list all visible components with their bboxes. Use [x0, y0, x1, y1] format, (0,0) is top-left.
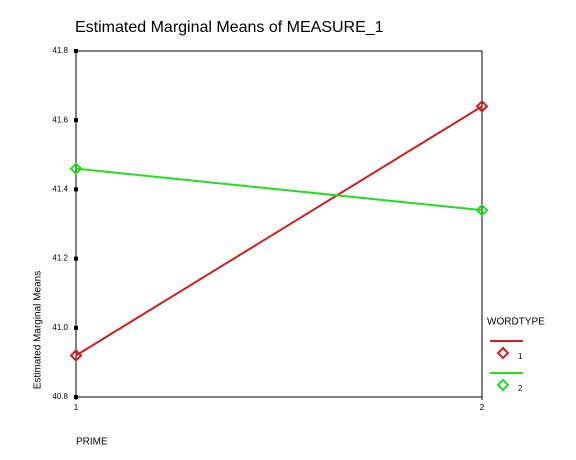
y-tick-mark — [74, 325, 78, 330]
y-tick-mark — [74, 118, 78, 123]
y-tick-label: 41.6 — [52, 115, 68, 124]
legend-label: 2 — [518, 384, 523, 393]
series-line — [75, 105, 483, 357]
legend-title: WORDTYPE — [487, 317, 545, 328]
y-tick-label: 41.8 — [52, 46, 68, 55]
y-tick-label: 40.8 — [52, 392, 68, 401]
legend-label: 1 — [518, 352, 523, 361]
x-axis-label: PRIME — [76, 437, 108, 448]
data-point — [475, 99, 489, 113]
x-tick-label: 2 — [480, 403, 485, 412]
plot-frame — [75, 50, 483, 398]
data-point — [69, 349, 83, 362]
y-tick-mark — [74, 256, 78, 261]
y-tick-label: 41.4 — [52, 185, 68, 194]
chart-title: Estimated Marginal Means of MEASURE_1 — [75, 19, 384, 36]
x-tick-label: 1 — [74, 403, 79, 412]
legend-marker — [496, 378, 510, 392]
y-tick-mark — [74, 49, 78, 53]
y-axis-label: Estimated Marginal Means — [33, 271, 44, 389]
y-tick-label: 41.2 — [52, 254, 68, 263]
y-tick-mark — [74, 187, 78, 192]
legend-marker — [496, 346, 510, 360]
series-line — [75, 167, 483, 212]
y-tick-label: 41.0 — [52, 323, 68, 332]
data-point — [475, 203, 489, 217]
data-point — [69, 162, 83, 176]
